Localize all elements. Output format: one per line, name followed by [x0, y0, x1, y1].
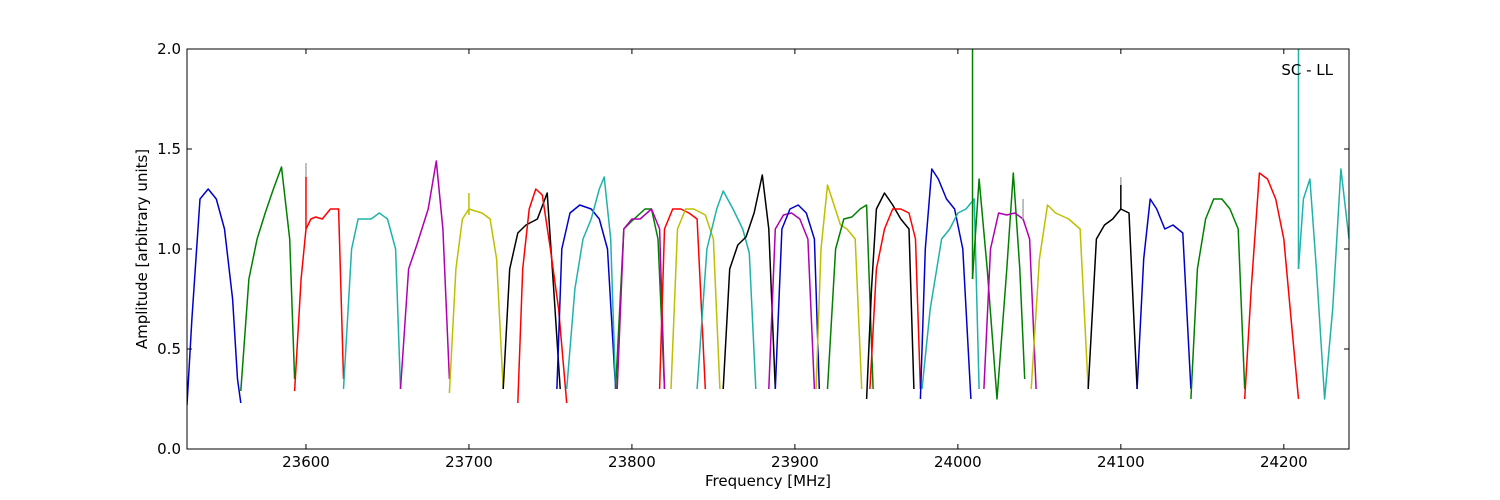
ticks-layer: 23600 23700 23800 23900 24000 24100 24200 0.0 0.… — [157, 40, 1349, 471]
series-line-9 — [565, 176, 617, 390]
series-line-11 — [616, 208, 666, 390]
series-line-13 — [670, 208, 721, 390]
series-line-28 — [1136, 198, 1192, 390]
series-line-3 — [342, 212, 402, 390]
series-line-18 — [815, 184, 863, 390]
series-line-4 — [399, 160, 451, 390]
series-line-6 — [502, 192, 561, 390]
x-tick-label-6: 24200 — [1260, 453, 1308, 471]
x-axis-label: Frequency [MHz] — [705, 472, 831, 490]
y-tick-label-0: 0.0 — [157, 440, 181, 458]
series-line-29 — [1190, 198, 1246, 400]
series-line-20 — [865, 192, 915, 400]
series-line-26 — [1030, 204, 1089, 390]
series-line-12 — [658, 208, 707, 390]
series-line-1 — [240, 166, 296, 392]
series-line-5 — [448, 208, 504, 394]
series-line-27 — [1087, 208, 1138, 390]
series-line-7 — [517, 188, 568, 404]
y-tick-label-4: 2.0 — [157, 40, 181, 58]
series-line-24 — [971, 172, 1026, 400]
series-line-25 — [983, 212, 1037, 390]
series-line-19 — [826, 204, 874, 390]
series-line-21 — [869, 208, 922, 390]
series-line-17 — [774, 204, 821, 390]
x-tick-label-0: 23600 — [282, 453, 330, 471]
series-line-31 — [1297, 168, 1349, 400]
y-tick-label-1: 0.5 — [157, 340, 181, 358]
series-line-15 — [722, 174, 777, 390]
series-line-8 — [556, 204, 617, 390]
y-axis-label: Amplitude [arbitrary units] — [133, 149, 151, 349]
annotation-label: SC - LL — [1281, 61, 1333, 79]
x-tick-label-2: 23800 — [608, 453, 656, 471]
series-line-30 — [1243, 172, 1300, 400]
y-tick-label-3: 1.5 — [157, 140, 181, 158]
series-line-16 — [768, 212, 816, 390]
y-tick-label-2: 1.0 — [157, 240, 181, 258]
x-tick-label-1: 23700 — [445, 453, 493, 471]
series-layer — [187, 49, 1349, 406]
x-tick-label-3: 23900 — [771, 453, 819, 471]
x-tick-label-5: 24100 — [1097, 453, 1145, 471]
series-line-2 — [293, 208, 345, 392]
series-line-14 — [696, 190, 757, 390]
series-line-22 — [919, 168, 972, 400]
x-tick-label-4: 24000 — [934, 453, 982, 471]
series-line-0 — [187, 188, 242, 406]
